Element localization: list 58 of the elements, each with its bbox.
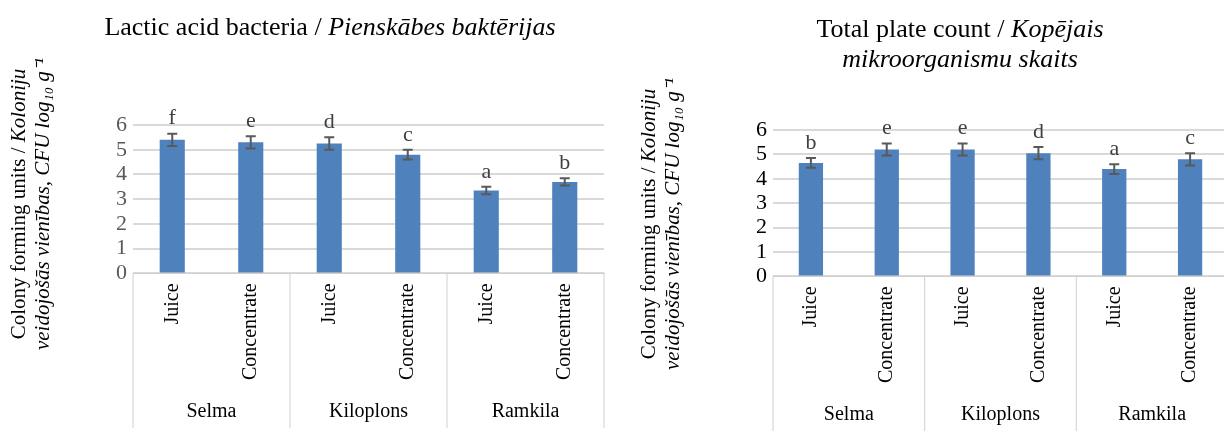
x-tick-label: Concentrate: [874, 286, 896, 383]
y-tick-label: 4: [116, 160, 127, 186]
bar: [1102, 169, 1127, 276]
x-tick-label: Concentrate: [552, 283, 574, 380]
y-tick-label: 0: [756, 262, 767, 288]
bar: [798, 162, 824, 276]
y-tick-label: 5: [116, 135, 127, 161]
x-tick-label: Concentrate: [395, 283, 417, 380]
bar: [159, 139, 185, 273]
bar: [552, 181, 578, 273]
y-tick-label: 2: [756, 213, 767, 239]
data-label: a: [481, 157, 492, 183]
y-tick-label: 3: [116, 184, 127, 210]
y-tick-label: 6: [756, 115, 767, 141]
data-label: e: [881, 114, 892, 140]
x-tick-label: Juice: [1101, 286, 1124, 328]
y-tick-label: 6: [116, 110, 127, 136]
bar: [238, 142, 264, 273]
bar: [473, 190, 499, 273]
text: Kiloplons: [329, 399, 409, 423]
x-tick-label: Juice: [949, 286, 972, 328]
bar: [1177, 159, 1203, 276]
bar: [395, 154, 421, 273]
text: Ramkila: [491, 399, 560, 422]
chart-title: Total plate count / Kopējais mikroorganismu skaits: [815, 14, 1105, 74]
x-tick-label: Juice: [159, 283, 182, 325]
data-label: c: [402, 120, 413, 146]
x-tick-label: Concentrate: [238, 283, 260, 380]
data-label: a: [1109, 134, 1120, 160]
x-tick-label: Concentrate: [1025, 286, 1048, 383]
bar: [316, 143, 342, 273]
data-label: b: [805, 128, 817, 154]
data-label: b: [559, 148, 571, 174]
x-tick-label: Juice: [473, 283, 496, 325]
data-label: f: [168, 104, 177, 130]
y-tick-label: 2: [116, 209, 127, 235]
y-tick-label: 1: [116, 234, 127, 260]
y-tick-label: 4: [756, 164, 767, 190]
text: Selma: [186, 399, 237, 422]
data-label: e: [957, 114, 968, 140]
data-label: d: [1032, 117, 1044, 143]
data-label: d: [323, 108, 335, 134]
bar: [950, 149, 975, 276]
bar: [874, 149, 899, 276]
x-tick-label: Concentrate: [1177, 286, 1200, 383]
y-tick-label: 1: [756, 237, 767, 263]
data-label: e: [245, 106, 256, 132]
text: Ramkila: [1118, 402, 1187, 425]
text: Selma: [823, 402, 874, 425]
bar: [1026, 153, 1051, 276]
chart-title: Lactic acid bacteria / Pienskābes baktērijas: [103, 12, 557, 42]
x-tick-label: Juice: [316, 283, 339, 325]
y-tick-label: 0: [116, 259, 127, 285]
y-tick-label: 5: [756, 140, 767, 166]
data-label: c: [1185, 123, 1196, 149]
text: Kiloplons: [961, 402, 1041, 426]
x-tick-label: Juice: [798, 286, 821, 328]
y-tick-label: 3: [756, 188, 767, 214]
